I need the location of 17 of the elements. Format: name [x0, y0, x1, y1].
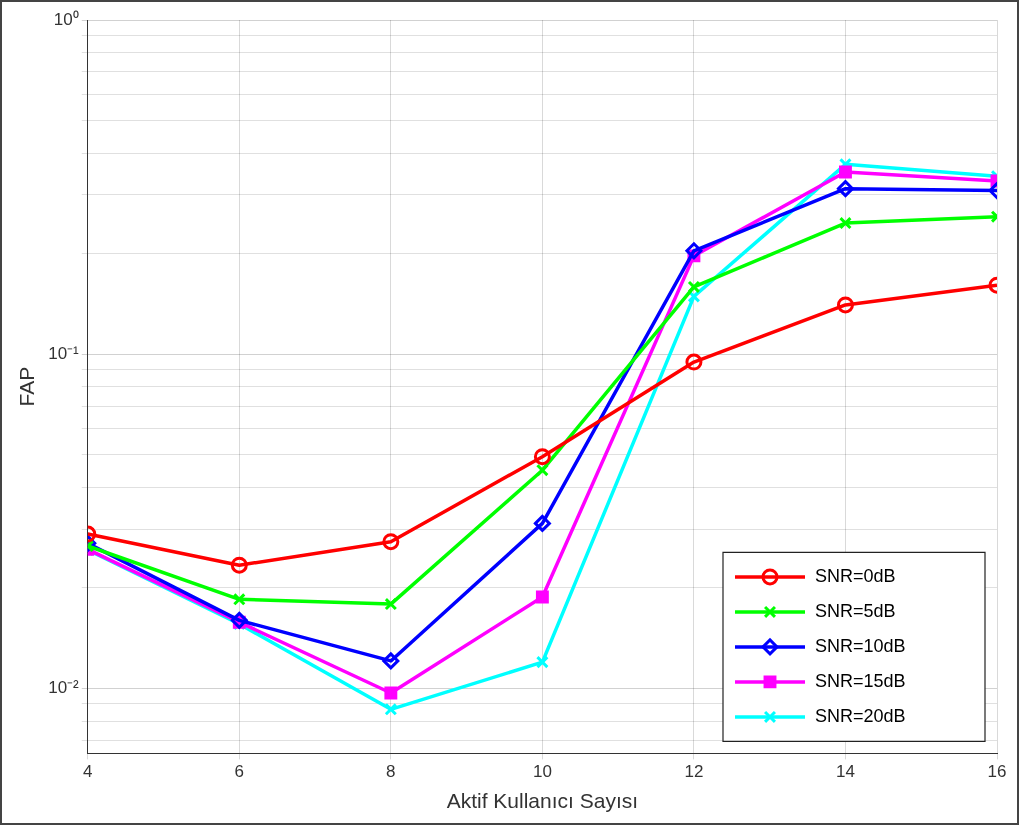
x-tick-label: 12	[684, 762, 704, 782]
y-axis-title: FAP	[15, 366, 39, 407]
x-tick-label: 14	[836, 762, 855, 782]
x-tick-label: 8	[386, 762, 396, 782]
x-tick-label: 16	[987, 762, 1007, 782]
legend-label: SNR=0dB	[815, 565, 896, 586]
x-axis-title: Aktif Kullanıcı Sayısı	[446, 789, 639, 813]
y-tick-label: 10⁻²	[48, 678, 80, 698]
legend-label: SNR=10dB	[815, 635, 906, 656]
x-tick-label: 6	[234, 762, 245, 782]
x-tick-label: 10	[532, 762, 552, 782]
legend-label: SNR=15dB	[815, 670, 906, 691]
legend-label: SNR=20dB	[815, 705, 906, 726]
y-tick-label: 10⁻¹	[48, 343, 80, 363]
y-tick-label: 10⁰	[53, 9, 79, 29]
legend-label: SNR=5dB	[815, 600, 896, 621]
x-tick-label: 4	[83, 762, 93, 782]
